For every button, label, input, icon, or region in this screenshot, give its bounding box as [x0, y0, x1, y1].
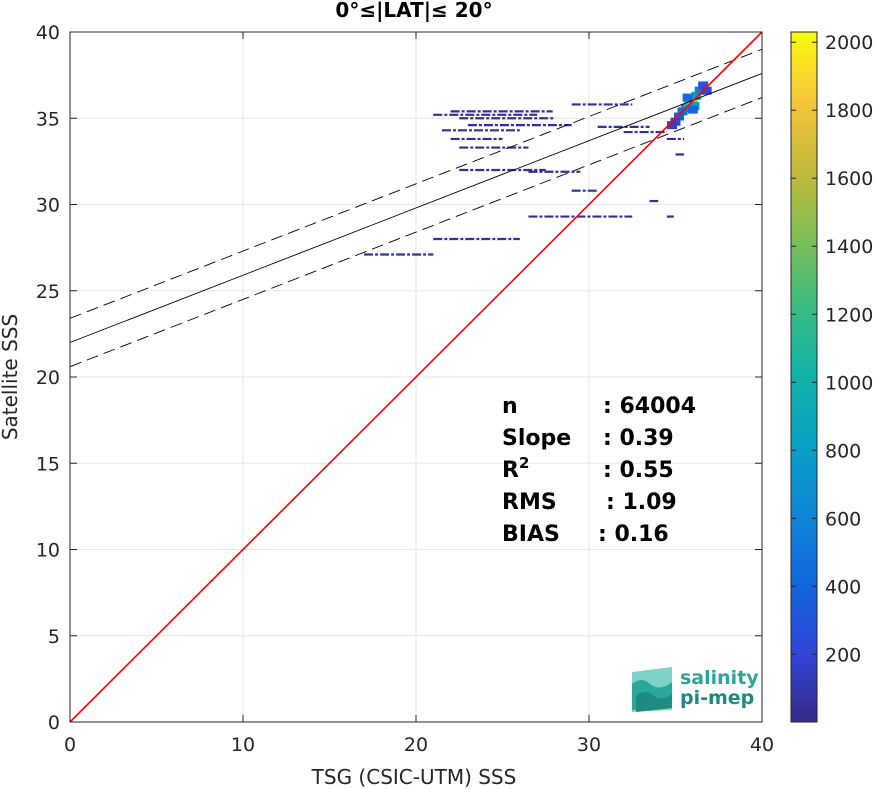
- colorbar-tick-label: 1600: [825, 168, 873, 190]
- logo-line2: pi-mep: [680, 687, 754, 709]
- y-tick-label: 0: [48, 712, 60, 734]
- stat-label-superscript: 2: [519, 454, 529, 472]
- stat-value: : 1.09: [606, 490, 677, 515]
- fit-lines: [69, 31, 763, 723]
- colorbar-ticks: 200 400 600 800 1000 1200 1400 1600 1800 2000: [791, 32, 873, 666]
- stat-label: RMS: [502, 490, 557, 515]
- stat-label: n: [502, 394, 518, 419]
- logo-wave-front: [636, 692, 672, 712]
- colorbar-tick-label: 1000: [825, 372, 873, 394]
- colorbar: 200 400 600 800 1000 1200 1400 1600 1800 2000: [790, 31, 873, 723]
- salinity-pi-mep-logo: salinity pi-mep: [632, 667, 759, 712]
- density-cell: [701, 86, 712, 95]
- stat-value: : 0.55: [603, 458, 674, 483]
- y-tick-label: 25: [36, 281, 60, 303]
- y-tick-label: 15: [36, 453, 60, 475]
- density-cell: [691, 91, 702, 100]
- stat-label: BIAS: [502, 522, 560, 547]
- density-cell: [682, 93, 693, 102]
- colorbar-tick-label: 400: [825, 576, 861, 598]
- colorbar-tick-label: 2000: [825, 32, 873, 54]
- stat-value: : 0.16: [598, 522, 669, 547]
- axis-ticks: 0 10 20 30 40 0 5 10 15 20 25 30 35 40: [36, 22, 774, 756]
- y-tick-label: 35: [36, 108, 60, 130]
- density-cell: [667, 121, 678, 130]
- colorbar-tick-label: 1800: [825, 100, 873, 122]
- density-cell: [698, 81, 709, 90]
- colorbar-tick-label: 200: [825, 644, 861, 666]
- x-tick-label: 40: [750, 734, 774, 756]
- x-tick-label: 0: [64, 734, 76, 756]
- upper-bound-line: [69, 48, 763, 319]
- lower-bound-line: [69, 97, 763, 368]
- colorbar-gradient: [790, 31, 818, 723]
- y-tick-label: 40: [36, 22, 60, 44]
- y-tick-label: 10: [36, 540, 60, 562]
- x-axis-title: TSG (CSIC-UTM) SSS: [311, 765, 517, 789]
- colorbar-tick-label: 1400: [825, 236, 873, 258]
- y-tick-label: 20: [36, 367, 60, 389]
- density-cell: [673, 112, 684, 121]
- colorbar-tick-label: 600: [825, 508, 861, 530]
- y-tick-label: 30: [36, 195, 60, 217]
- logo-line1: salinity: [680, 667, 759, 689]
- density-cell: [687, 105, 698, 114]
- stat-value: : 64004: [603, 394, 696, 419]
- chart-title: 0°≤|LAT|≤ 20°: [335, 0, 492, 22]
- colorbar-tick-label: 1200: [825, 304, 873, 326]
- x-tick-label: 20: [404, 734, 428, 756]
- identity-line: [69, 31, 763, 723]
- y-tick-label: 5: [48, 626, 60, 648]
- x-tick-label: 30: [577, 734, 601, 756]
- stat-value: : 0.39: [603, 426, 674, 451]
- density-cell: [694, 86, 705, 95]
- stat-label: Slope: [502, 426, 571, 451]
- colorbar-tick-label: 800: [825, 440, 861, 462]
- x-tick-label: 10: [231, 734, 255, 756]
- y-axis-title: Satellite SSS: [0, 314, 22, 440]
- regression-line: [69, 72, 763, 343]
